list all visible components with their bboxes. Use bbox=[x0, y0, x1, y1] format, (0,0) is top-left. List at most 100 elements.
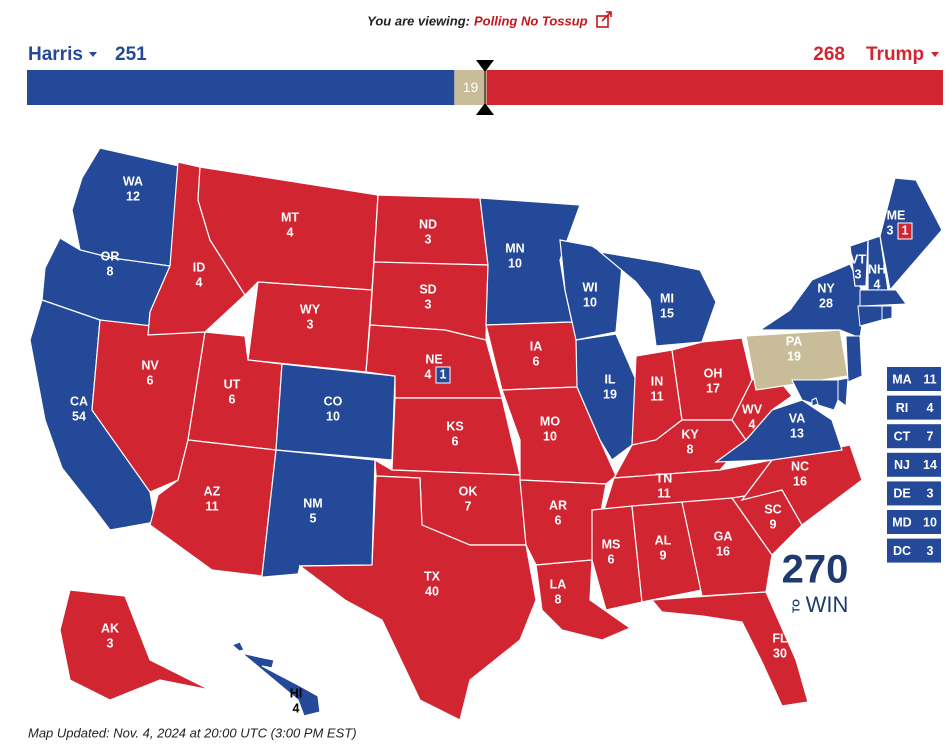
rep-name[interactable]: Trump bbox=[866, 44, 924, 65]
state[interactable] bbox=[731, 371, 793, 441]
state-box[interactable] bbox=[887, 395, 941, 420]
state-ev: 8 bbox=[555, 592, 562, 606]
logo-to: TO bbox=[792, 599, 803, 613]
state-abbr: NY bbox=[817, 281, 835, 295]
rep-candidate[interactable]: 268 Trump bbox=[813, 44, 939, 65]
state[interactable] bbox=[837, 377, 849, 407]
state[interactable] bbox=[849, 239, 869, 287]
dem-votes: 251 bbox=[115, 44, 147, 65]
state-abbr: NM bbox=[303, 496, 322, 510]
state-abbr: OH bbox=[704, 366, 723, 380]
state-ev: 40 bbox=[425, 584, 439, 598]
state[interactable] bbox=[791, 379, 839, 411]
state-ev: 15 bbox=[660, 306, 674, 320]
state-abbr: MD bbox=[892, 515, 911, 529]
state-abbr: UT bbox=[224, 377, 241, 391]
midpoint-marker bbox=[476, 103, 494, 115]
state-ev: 3 bbox=[887, 223, 894, 237]
state-ev: 6 bbox=[533, 354, 540, 368]
district-ev: 1 bbox=[440, 367, 447, 381]
state-box[interactable] bbox=[887, 367, 941, 391]
state-ev: 13 bbox=[790, 426, 804, 440]
us-map: WA12OR8CA54NV6ID4MT4WY3UT6AZ11CO10NM5ND3… bbox=[29, 147, 943, 721]
state-ev: 4 bbox=[287, 225, 294, 239]
state-ev: 10 bbox=[543, 429, 557, 443]
state-abbr: MS bbox=[602, 537, 621, 551]
state-abbr: AR bbox=[549, 498, 567, 512]
state-ev: 11 bbox=[657, 486, 670, 500]
state-ev: 11 bbox=[650, 389, 663, 403]
state-abbr: OR bbox=[101, 249, 120, 263]
state-abbr: ND bbox=[419, 217, 437, 231]
state[interactable] bbox=[859, 289, 907, 307]
state-ev: 4 bbox=[425, 367, 432, 381]
state[interactable] bbox=[857, 305, 883, 327]
footer-note: Map Updated: Nov. 4, 2024 at 20:00 UTC (… bbox=[28, 725, 357, 740]
district-box bbox=[435, 366, 451, 384]
state[interactable] bbox=[881, 305, 893, 321]
logo: 270 TO WIN bbox=[782, 548, 849, 617]
rep-votes: 268 bbox=[813, 44, 845, 65]
state-abbr: KY bbox=[681, 427, 699, 441]
state-ev: 4 bbox=[874, 277, 881, 291]
state[interactable] bbox=[298, 475, 537, 721]
district-box bbox=[897, 222, 913, 240]
state-abbr: HI bbox=[290, 686, 303, 700]
state-abbr: WV bbox=[742, 402, 763, 416]
state-ev: 4 bbox=[293, 701, 300, 715]
state-ev: 9 bbox=[770, 517, 777, 531]
state[interactable] bbox=[535, 559, 632, 641]
state[interactable] bbox=[650, 591, 809, 707]
rep-bar bbox=[486, 70, 943, 105]
midpoint-marker bbox=[476, 60, 494, 72]
state-abbr: VA bbox=[789, 411, 805, 425]
state-ev: 6 bbox=[555, 513, 562, 527]
state-abbr: MT bbox=[281, 210, 299, 224]
state-ev: 4 bbox=[196, 275, 203, 289]
state[interactable] bbox=[845, 335, 863, 383]
state-abbr: CT bbox=[894, 429, 911, 443]
district-ev: 1 bbox=[902, 223, 909, 237]
state-ev: 3 bbox=[855, 267, 862, 281]
state-abbr: OK bbox=[459, 484, 478, 498]
state-ev: 30 bbox=[773, 646, 787, 660]
state-abbr: CA bbox=[70, 394, 88, 408]
state-ev: 3 bbox=[927, 544, 934, 558]
state[interactable] bbox=[59, 589, 211, 701]
state-box[interactable] bbox=[887, 538, 941, 563]
state[interactable] bbox=[575, 333, 637, 461]
state[interactable] bbox=[758, 263, 867, 339]
state-ev: 3 bbox=[107, 636, 114, 650]
state[interactable] bbox=[71, 147, 189, 267]
state-abbr: DE bbox=[893, 487, 910, 501]
state[interactable] bbox=[559, 239, 623, 341]
state-box[interactable] bbox=[887, 452, 941, 477]
state[interactable] bbox=[681, 497, 773, 597]
state-abbr: NC bbox=[791, 459, 809, 473]
state-ev: 4 bbox=[927, 401, 934, 415]
state-box[interactable] bbox=[887, 424, 941, 449]
state-ev: 3 bbox=[927, 487, 934, 501]
dem-candidate[interactable]: Harris 251 bbox=[28, 44, 147, 65]
viewing-value[interactable]: Polling No Tossup bbox=[474, 13, 588, 28]
state[interactable] bbox=[251, 449, 376, 579]
dropdown-caret[interactable] bbox=[931, 52, 939, 57]
state-abbr: AZ bbox=[204, 484, 221, 498]
state[interactable] bbox=[631, 501, 703, 603]
state-ev: 10 bbox=[326, 409, 340, 423]
state-abbr: GA bbox=[714, 529, 733, 543]
state-ev: 12 bbox=[126, 189, 140, 203]
external-link-icon[interactable] bbox=[596, 11, 612, 28]
state-box[interactable] bbox=[887, 510, 941, 534]
state-ev: 6 bbox=[147, 373, 154, 387]
state[interactable] bbox=[230, 641, 321, 717]
state-ev: 6 bbox=[608, 552, 615, 566]
state-abbr: PA bbox=[786, 334, 802, 348]
dem-name[interactable]: Harris bbox=[28, 44, 83, 65]
state[interactable] bbox=[811, 397, 819, 407]
state-ev: 6 bbox=[229, 392, 236, 406]
state-box[interactable] bbox=[887, 481, 941, 506]
state[interactable] bbox=[591, 505, 643, 611]
dropdown-caret[interactable] bbox=[89, 52, 97, 57]
